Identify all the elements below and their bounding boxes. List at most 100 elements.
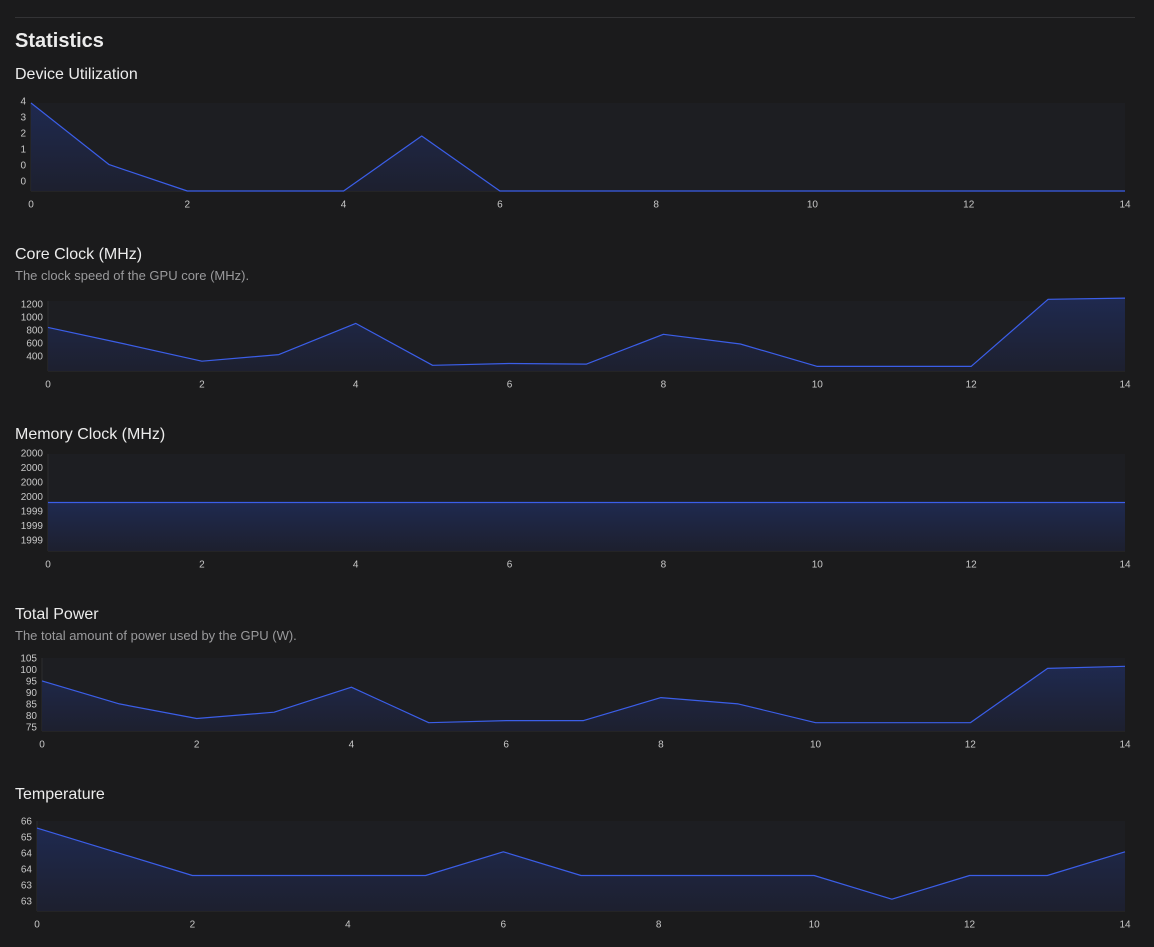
core-clock-chart: 1200 1000 800 600 400 0 2 4 6 8 10 12 14 — [21, 297, 1131, 391]
x-tick-label: 8 — [658, 740, 664, 751]
x-tick-label: 2 — [194, 740, 200, 751]
y-tick-label: 90 — [26, 688, 38, 699]
chart-title: Total Power — [15, 606, 99, 623]
y-tick-label: 63 — [21, 881, 33, 892]
y-tick-label: 95 — [26, 677, 38, 688]
chart-title: Temperature — [15, 786, 105, 803]
x-tick-label: 6 — [503, 740, 509, 751]
x-tick-label: 14 — [1119, 380, 1131, 391]
x-tick-label: 12 — [964, 920, 976, 931]
y-tick-label: 65 — [21, 833, 33, 844]
x-tick-label: 8 — [656, 920, 662, 931]
x-tick-label: 2 — [199, 560, 205, 571]
y-tick-label: 0 — [20, 177, 26, 188]
y-tick-label: 1999 — [21, 521, 44, 532]
chart-title: Device Utilization — [15, 66, 138, 83]
x-tick-label: 6 — [497, 200, 503, 211]
temperature-chart: 66 65 64 64 63 63 0 2 4 6 8 10 12 14 — [21, 817, 1131, 931]
x-tick-label: 14 — [1119, 740, 1131, 751]
x-tick-label: 14 — [1119, 200, 1131, 211]
x-tick-label: 2 — [199, 380, 205, 391]
series-area — [37, 828, 1125, 911]
x-tick-label: 10 — [810, 740, 822, 751]
y-tick-label: 80 — [26, 711, 38, 722]
series-line — [47, 297, 1126, 367]
y-tick-label: 2000 — [21, 449, 44, 460]
y-tick-label: 2000 — [21, 478, 44, 489]
chart-title: Memory Clock (MHz) — [15, 426, 166, 443]
y-tick-label: 2 — [20, 129, 26, 140]
y-tick-label: 0 — [20, 161, 26, 172]
x-tick-label: 10 — [807, 200, 819, 211]
chart-description: The total amount of power used by the GP… — [15, 628, 297, 643]
memory-clock-section: Memory Clock (MHz) 2000 2000 2000 2000 1999 1… — [0, 426, 1154, 576]
y-tick-label: 100 — [20, 665, 37, 676]
series-area — [42, 666, 1125, 731]
series-line — [36, 827, 1126, 900]
y-tick-label: 75 — [26, 723, 38, 734]
y-tick-label: 400 — [26, 352, 43, 363]
y-tick-label: 3 — [20, 113, 26, 124]
y-tick-label: 800 — [26, 326, 43, 337]
x-tick-label: 0 — [34, 920, 40, 931]
top-divider — [15, 17, 1135, 18]
x-tick-label: 6 — [507, 560, 513, 571]
x-tick-label: 0 — [28, 200, 34, 211]
y-tick-label: 105 — [20, 654, 37, 665]
y-tick-label: 66 — [21, 817, 33, 828]
x-tick-label: 6 — [507, 380, 513, 391]
page-title: Statistics — [15, 30, 104, 52]
x-tick-label: 14 — [1119, 560, 1131, 571]
y-tick-label: 2000 — [21, 463, 44, 474]
chart-description: The clock speed of the GPU core (MHz). — [15, 268, 250, 283]
x-tick-label: 12 — [966, 380, 978, 391]
x-tick-label: 6 — [501, 920, 507, 931]
x-tick-label: 0 — [45, 380, 51, 391]
x-tick-label: 10 — [812, 560, 824, 571]
series-area — [48, 298, 1125, 371]
core-clock-section: Core Clock (MHz) The clock speed of the … — [0, 246, 1154, 396]
memory-clock-chart: 2000 2000 2000 2000 1999 1999 1999 0 2 4 6 8 10 12 14 — [21, 449, 1131, 571]
device-utilization-section: Device Utilization 4 3 2 1 0 0 0 2 4 6 8 10 12 14 — [0, 66, 1154, 216]
y-tick-label: 1000 — [21, 313, 44, 324]
y-tick-label: 64 — [21, 865, 33, 876]
y-tick-label: 64 — [21, 849, 33, 860]
y-tick-label: 2000 — [21, 492, 44, 503]
y-tick-label: 85 — [26, 700, 38, 711]
x-tick-label: 0 — [45, 560, 51, 571]
x-tick-label: 4 — [353, 380, 359, 391]
x-tick-label: 10 — [809, 920, 821, 931]
x-tick-label: 12 — [965, 740, 977, 751]
y-tick-label: 600 — [26, 339, 43, 350]
x-tick-label: 4 — [353, 560, 359, 571]
x-tick-label: 2 — [185, 200, 191, 211]
x-tick-label: 8 — [661, 380, 667, 391]
plot-area — [31, 103, 1125, 191]
y-tick-label: 1999 — [21, 536, 44, 547]
total-power-section: Total Power The total amount of power us… — [0, 606, 1154, 756]
x-tick-label: 2 — [190, 920, 196, 931]
series-area — [31, 103, 1125, 191]
x-tick-label: 12 — [963, 200, 975, 211]
series-line — [30, 102, 1125, 192]
y-tick-label: 1200 — [21, 300, 44, 311]
x-tick-label: 4 — [341, 200, 347, 211]
chart-title: Core Clock (MHz) — [15, 246, 143, 263]
series-line — [41, 665, 1126, 724]
x-tick-label: 8 — [661, 560, 667, 571]
y-tick-label: 63 — [21, 897, 33, 908]
x-tick-label: 14 — [1119, 920, 1131, 931]
x-tick-label: 10 — [812, 380, 824, 391]
y-tick-label: 1 — [20, 145, 26, 156]
temperature-section: Temperature 66 65 64 64 63 63 0 2 4 6 8 10 12 14 — [0, 786, 1154, 936]
x-tick-label: 4 — [349, 740, 355, 751]
y-tick-label: 4 — [20, 97, 26, 108]
x-tick-label: 8 — [653, 200, 659, 211]
y-tick-label: 1999 — [21, 507, 44, 518]
series-area — [48, 502, 1125, 551]
x-tick-label: 4 — [345, 920, 351, 931]
x-tick-label: 12 — [966, 560, 978, 571]
x-tick-label: 0 — [39, 740, 45, 751]
